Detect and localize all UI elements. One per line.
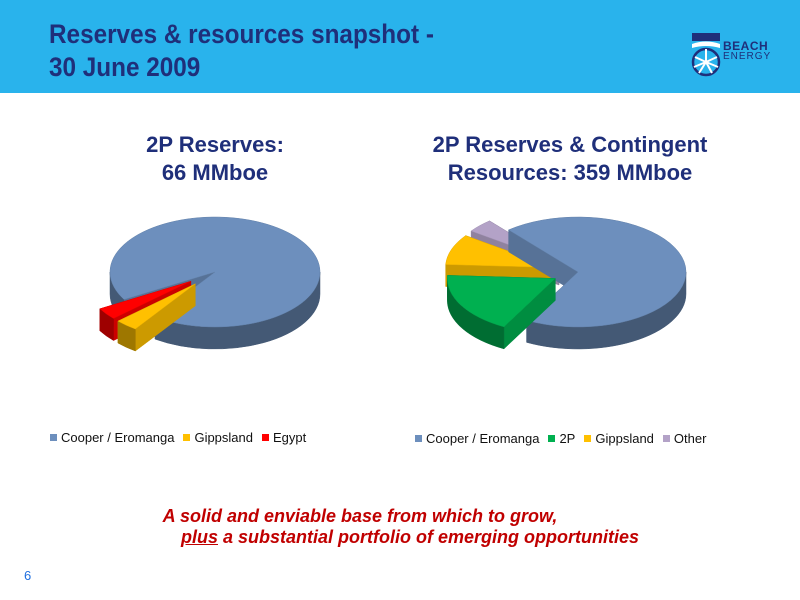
legend-swatch [584,435,592,442]
chart-title-line1: 2P Reserves & Contingent [432,132,708,157]
legend-item: Gippsland [584,431,654,446]
chart-title-line2: Resources: 359 MMboe [447,160,693,185]
legend-label: Gippsland [194,430,253,445]
legend-label: 2P [559,431,576,446]
chart-title-line1: 2P Reserves: [146,132,284,157]
legend-swatch [50,434,57,441]
slide-title-line2: 30 June 2009 [49,52,201,82]
logo-wordmark: BEACH [723,39,769,53]
legend-label: Other [673,431,707,446]
legend-2p-contingent: Cooper / Eromanga 2P Gippsland Other [415,431,715,446]
legend-swatch [662,435,670,442]
tagline-line1: A solid and enviable base from which to … [162,506,558,526]
chart-title-line2: 66 MMboe [161,160,269,185]
legend-item: Egypt [262,430,306,445]
legend-swatch [183,434,191,441]
tagline-line2: plus a substantial portfolio of emerging… [10,526,800,548]
legend-label: Gippsland [595,431,654,446]
tagline-plus: plus [180,527,218,547]
legend-label: Cooper / Eromanga [426,431,540,446]
pie-slice [447,275,556,350]
pie-chart-2 [445,216,687,350]
page-number: 6 [24,568,32,583]
legend-2p-reserves: Cooper / Eromanga Gippsland Egypt [50,430,315,445]
chart-title-2p-reserves: 2P Reserves: 66 MMboe [100,131,330,187]
pie-slice [117,283,196,352]
legend-item: Cooper / Eromanga [50,430,174,445]
legend-item: Cooper / Eromanga [415,431,539,446]
tagline-rest: a substantial portfolio of emerging oppo… [218,527,640,547]
legend-swatch [415,435,422,442]
legend-swatch [262,434,269,441]
slide-title: Reserves & resources snapshot - 30 June … [49,18,434,84]
header-bar [0,0,800,93]
beach-energy-logo: BEACH ENERGY [690,27,790,79]
legend-label: Cooper / Eromanga [61,430,175,445]
legend-item: Gippsland [183,430,253,445]
logo-shell-icon [691,33,721,77]
legend-label: Egypt [273,430,307,445]
logo-subtext: ENERGY [723,51,772,62]
chart-title-2p-contingent: 2P Reserves & Contingent Resources: 359 … [395,131,745,187]
legend-item: Other [662,431,707,446]
slide-title-line1: Reserves & resources snapshot - [49,19,434,49]
legend-item: 2P [548,431,575,446]
pie-chart-1 [99,216,321,352]
legend-swatch [548,435,556,442]
